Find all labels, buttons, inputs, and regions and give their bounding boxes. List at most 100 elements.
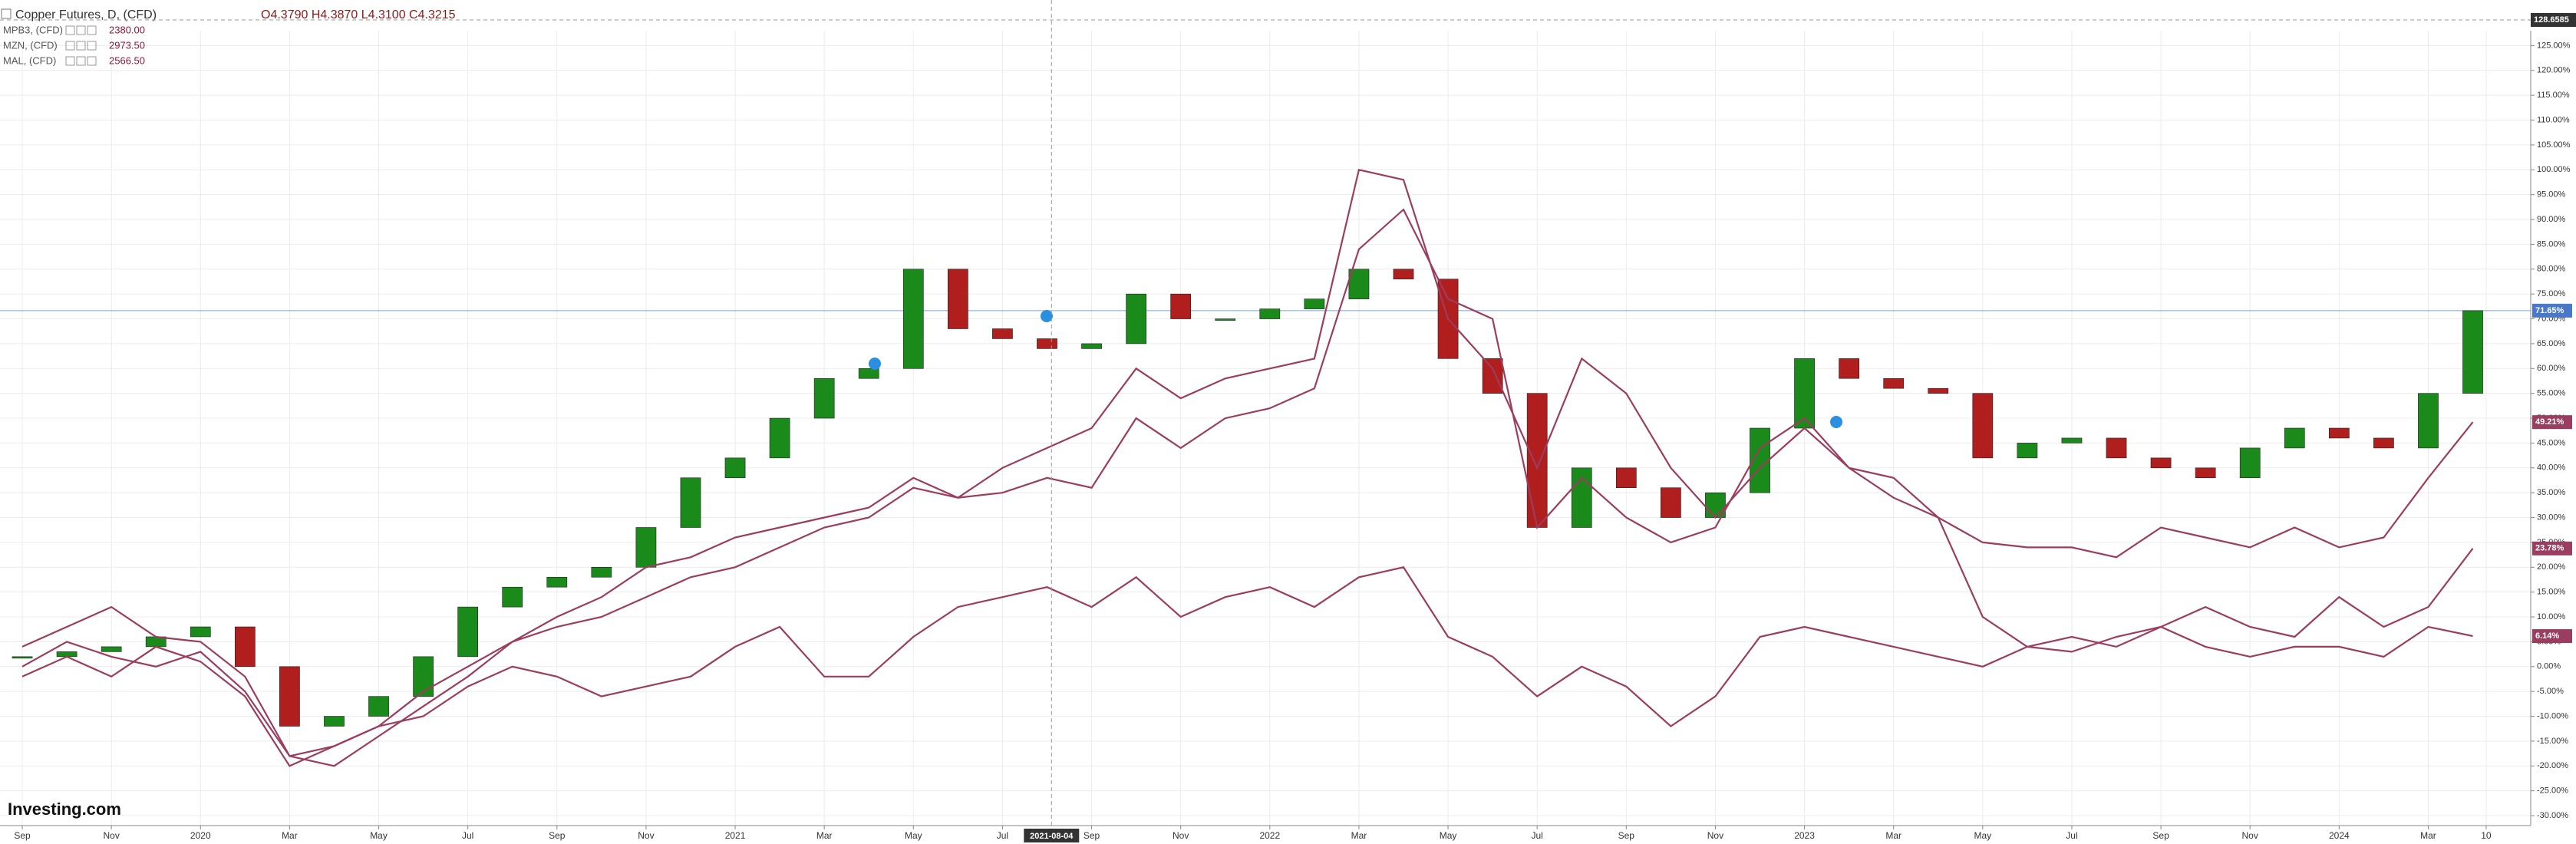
crosshair-date-box xyxy=(1024,829,1080,842)
legend-entry: MPB3, (CFD) xyxy=(3,24,63,35)
candle xyxy=(1259,308,1281,319)
candle xyxy=(1526,393,1548,528)
plot xyxy=(12,168,2483,767)
last-value-label: 49.21% xyxy=(2535,417,2564,427)
y-tick-label: 20.00% xyxy=(2537,562,2566,572)
candle xyxy=(279,666,300,727)
x-tick-label: 2023 xyxy=(1794,830,1815,841)
legend-button xyxy=(76,25,86,35)
candle xyxy=(902,269,924,369)
candle xyxy=(2061,437,2083,443)
y-tick-label: 40.00% xyxy=(2537,463,2566,473)
candle xyxy=(858,368,879,379)
legend-button xyxy=(65,56,75,66)
y-tick-label: 105.00% xyxy=(2537,140,2571,150)
legend-button xyxy=(87,41,97,51)
y-tick-label: 45.00% xyxy=(2537,438,2566,447)
y-tick-label: 125.00% xyxy=(2537,41,2571,50)
x-tick-label: Nov xyxy=(1707,830,1723,841)
x-tick-label: 10 xyxy=(2481,830,2492,841)
x-tick-label: 2022 xyxy=(1259,830,1280,841)
candle xyxy=(1972,393,1994,459)
y-tick-label: 80.00% xyxy=(2537,265,2566,274)
x-tick-label: 2020 xyxy=(190,830,211,841)
collapse-icon[interactable] xyxy=(1,8,12,19)
y-tick-label: 90.00% xyxy=(2537,215,2566,224)
x-tick-label: Sep xyxy=(1618,830,1635,841)
candle xyxy=(2017,443,2038,459)
candle xyxy=(2284,427,2305,449)
candle xyxy=(992,328,1013,339)
x-tick-label: Mar xyxy=(282,830,298,841)
y-tick-label: 85.00% xyxy=(2537,239,2566,249)
candle xyxy=(813,377,835,419)
y-tick-label: 55.00% xyxy=(2537,389,2566,398)
x-tick-label: 2021 xyxy=(725,830,746,841)
legend-button xyxy=(76,41,86,51)
candle xyxy=(724,457,746,479)
candle xyxy=(368,696,389,717)
candle xyxy=(1482,358,1503,394)
candle xyxy=(2462,310,2483,394)
candle xyxy=(2418,393,2439,449)
candle xyxy=(1928,387,1949,394)
legend: Copper Futures, D, (CFD) O4.3790 H4.3870… xyxy=(1,8,456,66)
last-value-tag xyxy=(2532,629,2572,644)
crosshair-price-label: 128.6585 xyxy=(2534,15,2569,25)
x-tick-label: May xyxy=(370,830,388,841)
candle xyxy=(635,527,657,568)
y-tick-label: 75.00% xyxy=(2537,289,2566,298)
crosshair-price-box xyxy=(2531,13,2576,27)
x-tick-label: Nov xyxy=(103,830,119,841)
legend-main: Copper Futures, D, (CFD) xyxy=(15,8,157,21)
candle xyxy=(2106,437,2127,459)
y-tick-label: 120.00% xyxy=(2537,66,2571,75)
event-marker[interactable] xyxy=(869,358,881,370)
legend-price: 2566.50 xyxy=(109,54,145,66)
x-tick-label: Jul xyxy=(2066,830,2077,841)
legend-entry: MAL, (CFD) xyxy=(3,54,56,66)
y-tick-label: 60.00% xyxy=(2537,364,2566,373)
candle xyxy=(324,716,345,727)
candle xyxy=(1037,338,1057,349)
legend-ohlc: O4.3790 H4.3870 L4.3100 C4.3215 xyxy=(261,8,456,21)
y-tick-label: 110.00% xyxy=(2537,115,2570,124)
candle xyxy=(502,586,523,608)
x-tick-label: Jul xyxy=(1532,830,1543,841)
candle xyxy=(1348,269,1370,299)
event-marker[interactable] xyxy=(1041,310,1053,322)
candle xyxy=(1304,298,1325,309)
last-value-label: 23.78% xyxy=(2535,544,2564,553)
x-tick-label: Mar xyxy=(816,830,833,841)
legend-price: 2973.50 xyxy=(109,39,145,51)
candle xyxy=(101,646,122,652)
candle xyxy=(457,606,479,658)
x-tick-label: May xyxy=(1440,830,1457,841)
x-tick-label: Nov xyxy=(638,830,654,841)
candle xyxy=(546,576,568,588)
x-tick-label: Mar xyxy=(2420,830,2436,841)
candle xyxy=(1215,318,1236,321)
candle xyxy=(1126,293,1146,345)
candle xyxy=(12,656,33,659)
last-value-tag xyxy=(2532,415,2572,430)
event-marker[interactable] xyxy=(1830,416,1842,428)
y-tick-label: -30.00% xyxy=(2537,811,2568,820)
candle xyxy=(1081,343,1102,349)
candle xyxy=(1615,467,1637,488)
y-tick-label: -15.00% xyxy=(2537,737,2568,746)
candle xyxy=(1839,358,1859,379)
y-tick-label: 30.00% xyxy=(2537,513,2566,522)
x-tick-label: Mar xyxy=(1885,830,1901,841)
last-value-label: 71.65% xyxy=(2535,306,2564,315)
legend-price: 2380.00 xyxy=(109,24,145,35)
x-tick-label: Nov xyxy=(2242,830,2258,841)
y-tick-label: 100.00% xyxy=(2537,165,2571,174)
candle xyxy=(2373,437,2394,449)
candle xyxy=(1661,487,1681,518)
y-tick-label: 0.00% xyxy=(2537,662,2561,671)
x-tick-label: May xyxy=(905,830,922,841)
legend-button xyxy=(76,56,86,66)
